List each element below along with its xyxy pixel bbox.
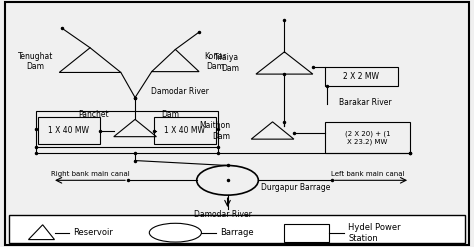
- Text: Left bank main canal: Left bank main canal: [330, 171, 404, 177]
- Bar: [38, 117, 100, 144]
- Text: Damodar River: Damodar River: [194, 210, 252, 219]
- Text: Hydel Power
Station: Hydel Power Station: [348, 223, 401, 243]
- Text: Konar
Dam: Konar Dam: [205, 52, 227, 71]
- Text: 1 X 40 MW: 1 X 40 MW: [48, 126, 89, 135]
- Text: 2 X 2 MW: 2 X 2 MW: [344, 72, 379, 81]
- Text: 1 X 40 MW: 1 X 40 MW: [164, 126, 205, 135]
- Text: Maithon
Dam: Maithon Dam: [199, 121, 230, 141]
- Bar: [325, 122, 410, 153]
- Text: Dam: Dam: [161, 110, 179, 119]
- Bar: [36, 111, 218, 147]
- Text: Damodar River: Damodar River: [151, 87, 209, 96]
- Text: Barakar River: Barakar River: [338, 98, 392, 107]
- Text: Durgapur Barrage: Durgapur Barrage: [261, 183, 330, 192]
- Bar: [9, 215, 465, 243]
- Bar: [284, 224, 329, 242]
- Bar: [325, 67, 398, 86]
- Text: Panchet: Panchet: [78, 110, 109, 119]
- Text: Tenughat
Dam: Tenughat Dam: [18, 52, 53, 71]
- Bar: [154, 117, 216, 144]
- Text: Right bank main canal: Right bank main canal: [51, 171, 129, 177]
- Text: Reservoir: Reservoir: [73, 228, 113, 237]
- Text: Tilaiya
Dam: Tilaiya Dam: [214, 53, 239, 73]
- Text: Barrage: Barrage: [220, 228, 254, 237]
- Text: (2 X 20) + (1
X 23.2) MW: (2 X 20) + (1 X 23.2) MW: [345, 131, 390, 145]
